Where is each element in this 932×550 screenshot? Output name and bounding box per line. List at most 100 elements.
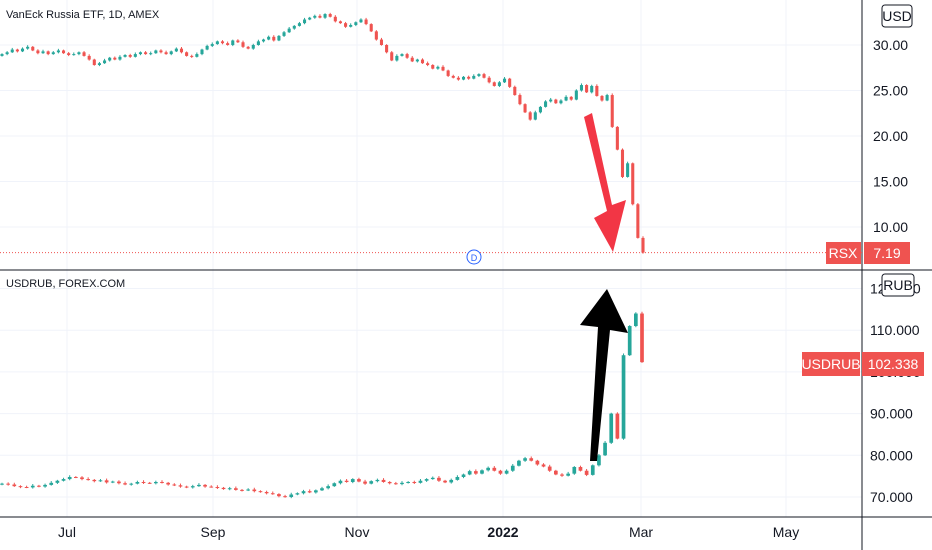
usdrub-last-value-badge[interactable]: 102.338 bbox=[862, 352, 924, 376]
time-axis[interactable]: Jul Sep Nov 2022 Mar May bbox=[58, 524, 799, 540]
rsx-candle-6 bbox=[31, 46, 35, 52]
rsx-candle-69 bbox=[354, 21, 358, 27]
usd-currency-button[interactable]: USD bbox=[881, 4, 913, 28]
rsx-candle-90 bbox=[461, 76, 466, 81]
rsx-candle-94 bbox=[482, 72, 486, 79]
usdrub-candle-57 bbox=[350, 478, 355, 484]
rsx-candle-2 bbox=[10, 47, 14, 53]
rsx-candle-43 bbox=[220, 40, 225, 45]
rsx-candle-40 bbox=[205, 44, 209, 51]
xtick-may: May bbox=[773, 524, 799, 540]
usdrub-candle-60 bbox=[369, 480, 374, 485]
xtick-nov: Nov bbox=[345, 524, 370, 540]
rsx-candle-59 bbox=[303, 17, 307, 25]
rsx-candle-14 bbox=[72, 52, 76, 56]
rsx-candle-73 bbox=[374, 30, 378, 41]
rsx-candle-15 bbox=[77, 51, 81, 56]
usdrub-candle-49 bbox=[301, 489, 306, 495]
usdrub-candle-45 bbox=[277, 493, 281, 498]
usdrub-chart-title: USDRUB, FOREX.COM bbox=[6, 278, 125, 290]
xtick-sep: Sep bbox=[201, 524, 226, 540]
rsx-candle-92 bbox=[472, 74, 476, 80]
usdrub-candle-72 bbox=[443, 479, 447, 484]
rsx-pane[interactable]: VanEck Russia ETF, 1D, AMEX 10.00 15.00 20… bbox=[0, 4, 913, 265]
usdrub-candle-8 bbox=[49, 481, 54, 486]
usdrub-candle-19 bbox=[117, 480, 121, 485]
rsx-candle-89 bbox=[456, 76, 460, 81]
usdrub-candle-41 bbox=[252, 487, 257, 493]
rsx-candle-84 bbox=[431, 64, 435, 70]
usdrub-candle-1 bbox=[6, 482, 10, 486]
rsx-candle-68 bbox=[349, 23, 353, 28]
usdrub-ytick-4: 110.000 bbox=[870, 322, 920, 338]
rsx-candle-31 bbox=[159, 49, 163, 54]
rub-currency-label: RUB bbox=[883, 277, 913, 293]
usdrub-candle-79 bbox=[486, 466, 490, 472]
usdrub-candle-47 bbox=[289, 492, 294, 499]
rsx-candle-37 bbox=[190, 54, 194, 58]
rsx-candle-12 bbox=[61, 49, 66, 54]
rsx-candle-52 bbox=[267, 35, 271, 41]
xtick-jul: Jul bbox=[58, 524, 76, 540]
usdrub-candle-96 bbox=[590, 464, 595, 476]
rsx-candle-81 bbox=[415, 58, 419, 63]
rsx-symbol-badge[interactable]: RSX bbox=[826, 242, 861, 264]
usdrub-candle-90 bbox=[554, 469, 558, 476]
usdrub-candle-37 bbox=[227, 486, 232, 491]
usdrub-candle-73 bbox=[449, 478, 454, 484]
rsx-candle-30 bbox=[154, 49, 158, 54]
rsx-candle-1 bbox=[5, 51, 9, 56]
rsx-candle-99 bbox=[508, 77, 512, 88]
rsx-candle-53 bbox=[272, 35, 276, 42]
usdrub-candle-7 bbox=[43, 483, 47, 488]
black-up-arrow bbox=[580, 289, 628, 461]
rsx-candle-74 bbox=[379, 37, 384, 46]
usdrub-candle-12 bbox=[74, 476, 78, 479]
usdrub-candle-24 bbox=[147, 481, 152, 484]
rsx-candle-54 bbox=[277, 35, 281, 42]
rsx-candle-39 bbox=[200, 48, 204, 56]
rsx-candle-34 bbox=[174, 47, 178, 53]
rsx-candle-64 bbox=[328, 12, 332, 18]
rsx-candle-56 bbox=[287, 26, 291, 33]
rsx-candle-87 bbox=[446, 69, 450, 78]
rub-currency-button[interactable]: RUB bbox=[881, 273, 915, 297]
rsx-candle-102 bbox=[523, 103, 527, 114]
usdrub-candle-31 bbox=[190, 484, 195, 489]
rsx-candle-75 bbox=[385, 44, 389, 54]
usdrub-candle-4 bbox=[24, 485, 29, 489]
rsx-candle-27 bbox=[138, 51, 142, 56]
usdrub-candle-32 bbox=[197, 483, 201, 487]
dividend-event-marker[interactable]: D bbox=[466, 249, 482, 265]
rsx-candle-108 bbox=[554, 98, 558, 104]
rsx-candle-19 bbox=[97, 61, 101, 67]
rsx-candle-109 bbox=[559, 99, 563, 105]
rsx-candle-41 bbox=[210, 42, 214, 48]
rsx-candle-35 bbox=[179, 47, 184, 54]
usdrub-candle-76 bbox=[467, 469, 472, 476]
rsx-candle-103 bbox=[528, 111, 532, 121]
rsx-candle-22 bbox=[113, 56, 117, 61]
usdrub-candle-102 bbox=[627, 325, 632, 356]
rsx-candle-125 bbox=[641, 236, 645, 254]
usdrub-candle-3 bbox=[18, 485, 23, 489]
rsx-candle-0 bbox=[0, 53, 4, 57]
usdrub-candle-10 bbox=[61, 477, 66, 482]
usdrub-symbol-badge[interactable]: USDRUB bbox=[801, 352, 861, 376]
rsx-price-axis[interactable]: 10.00 15.00 20.00 25.00 30.00 bbox=[873, 37, 908, 235]
usdrub-candle-23 bbox=[141, 480, 146, 484]
usdrub-last-value: 102.338 bbox=[868, 356, 919, 372]
usdrub-candle-104 bbox=[640, 311, 644, 363]
rsx-candle-91 bbox=[467, 75, 471, 80]
usdrub-pane[interactable]: USDRUB, FOREX.COM 70.00080.00090.000100.… bbox=[0, 273, 924, 506]
rsx-ytick-3: 25.00 bbox=[873, 83, 908, 99]
rsx-candle-24 bbox=[123, 54, 127, 58]
rsx-last-value-badge[interactable]: 7.19 bbox=[864, 242, 910, 264]
rsx-candle-58 bbox=[297, 21, 301, 27]
rsx-candle-50 bbox=[256, 39, 260, 46]
rsx-candle-97 bbox=[497, 81, 501, 88]
usdrub-candle-66 bbox=[406, 481, 410, 484]
usdrub-candle-101 bbox=[621, 353, 626, 440]
